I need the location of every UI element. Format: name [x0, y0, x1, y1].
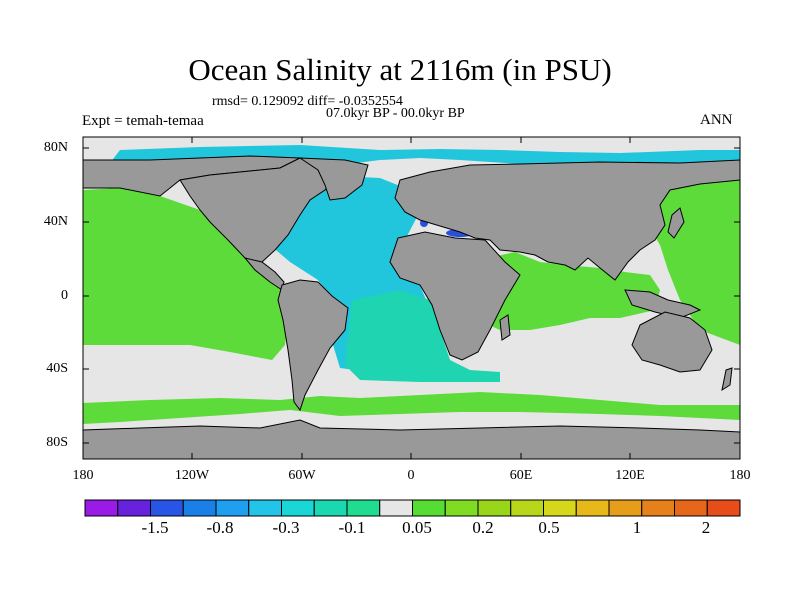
- colorbar-label: 0.05: [402, 518, 432, 537]
- colorbar-box: [150, 499, 184, 517]
- colorbar-box: [215, 499, 250, 517]
- map-plot: [83, 137, 740, 459]
- colorbar-label: -1.5: [141, 518, 169, 537]
- colorbar: [84, 499, 741, 517]
- southern-ocean-region: [83, 392, 740, 424]
- colorbar-label: 0.2: [472, 518, 494, 537]
- colorbar-box: [575, 499, 610, 517]
- lon-tick-label: 60E: [509, 468, 533, 483]
- axis-ticks: [82, 137, 741, 459]
- land-australia: [631, 311, 713, 373]
- colorbar-box: [608, 499, 643, 517]
- land-new-zealand: [721, 367, 733, 392]
- arctic-ocean-region: [110, 145, 740, 165]
- colorbar-box: [346, 499, 381, 517]
- colorbar-label: -0.3: [272, 518, 300, 537]
- land-south-america: [277, 279, 349, 412]
- colorbar-box: [182, 499, 217, 517]
- land-eurasia: [394, 159, 740, 281]
- colorbar-box: [117, 499, 151, 517]
- colorbar-box: [248, 499, 282, 517]
- land-antarctica: [83, 419, 740, 459]
- colorbar-label: 0.5: [538, 518, 560, 537]
- colorbar-box: [706, 499, 741, 517]
- colorbar-box: [510, 499, 544, 517]
- lon-tick-label: 120E: [615, 468, 645, 483]
- colorbar-box: [543, 499, 577, 517]
- colorbar-box: [641, 499, 675, 517]
- colorbar-box: [313, 499, 348, 517]
- lon-tick-label: 180: [72, 468, 94, 483]
- pacific-ocean-region: [83, 188, 290, 360]
- colorbar-label: 1: [632, 518, 642, 537]
- lon-tick-label: 60W: [288, 468, 316, 483]
- land-greenland: [298, 157, 369, 201]
- colorbar-box: [379, 499, 413, 517]
- colorbar-label: -0.8: [206, 518, 234, 537]
- colorbar-label: 2: [701, 518, 711, 537]
- colorbar-box: [674, 499, 708, 517]
- colorbar-label: -0.1: [338, 518, 366, 537]
- land-madagascar: [499, 314, 511, 341]
- land-japan: [667, 207, 685, 239]
- south-atlantic-region: [345, 290, 500, 382]
- lat-tick-label: 40S: [46, 361, 68, 376]
- land-north-america: [179, 157, 336, 269]
- season-label: ANN: [700, 112, 733, 128]
- colorbar-box: [84, 499, 119, 517]
- land: [83, 155, 740, 459]
- lat-tick-label: 40N: [43, 214, 68, 229]
- colorbar-box: [477, 499, 512, 517]
- lon-tick-label: 180: [729, 468, 751, 483]
- lat-tick-label: 0: [61, 288, 68, 303]
- lon-tick-label: 0: [407, 468, 415, 483]
- lon-tick-label: 120W: [174, 468, 210, 483]
- map-title: Ocean Salinity at 2116m (in PSU): [188, 52, 612, 87]
- stats-line: rmsd= 0.129092 diff= -0.0352554: [212, 94, 403, 109]
- colorbar-box: [444, 499, 479, 517]
- colorbar-box: [412, 499, 446, 517]
- experiment-label: Expt = temah-temaa: [82, 113, 204, 129]
- land-africa: [389, 231, 521, 361]
- period-line: 07.0kyr BP - 00.0kyr BP: [326, 106, 465, 121]
- lat-tick-label: 80N: [43, 140, 68, 155]
- lat-tick-label: 80S: [46, 435, 68, 450]
- colorbar-box: [281, 499, 315, 517]
- land-southeast-asia: [624, 289, 702, 319]
- west-pacific-region: [645, 180, 740, 345]
